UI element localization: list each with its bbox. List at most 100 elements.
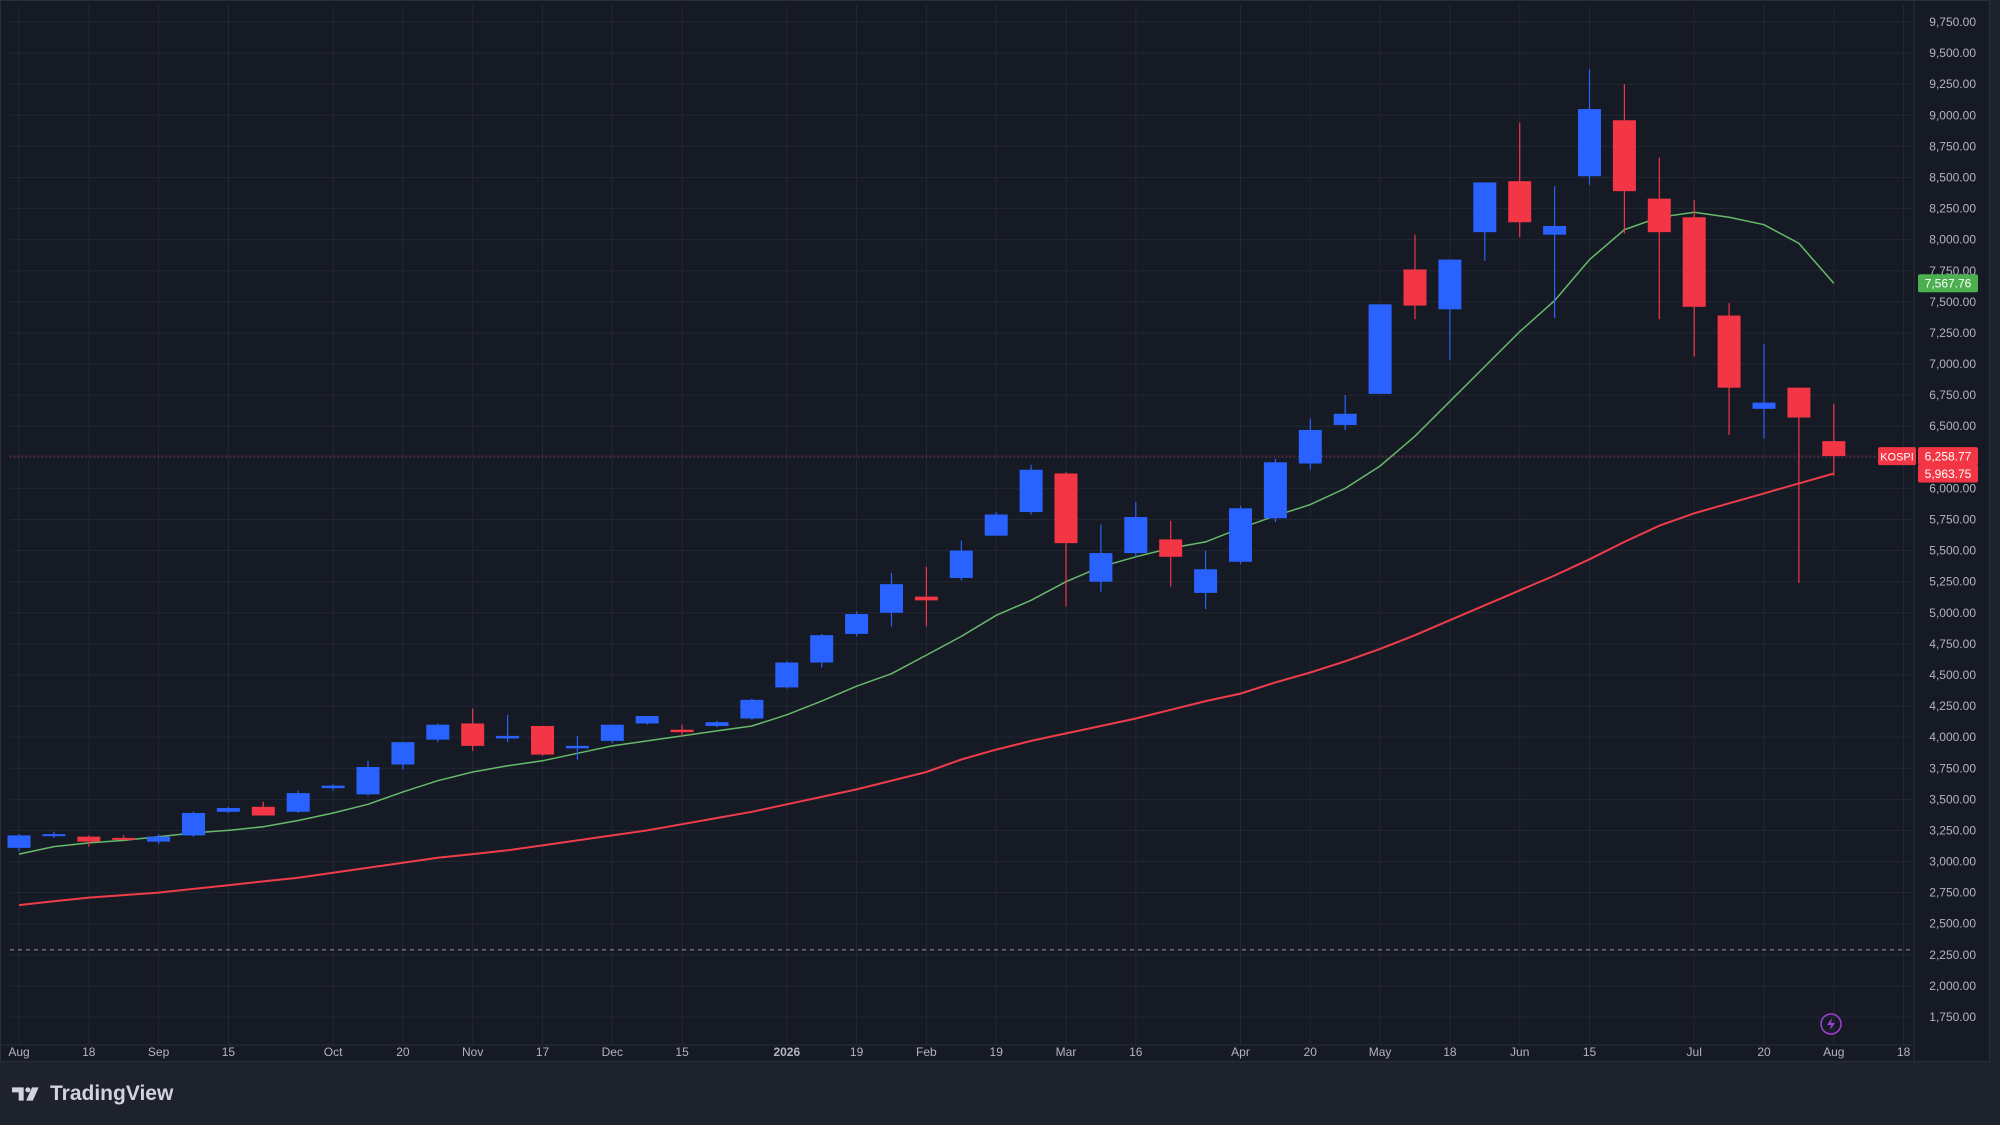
symbol-label-bg: [1878, 447, 1916, 466]
candle-body: [949, 550, 973, 578]
candle-body: [1438, 259, 1462, 310]
candle-body: [7, 835, 31, 848]
y-tick-label: 2,500.00: [1929, 917, 1976, 931]
y-tick-label: 3,250.00: [1929, 823, 1976, 837]
x-tick-label: May: [1369, 1045, 1392, 1059]
x-tick-label: 20: [1757, 1045, 1771, 1059]
y-tick-label: 3,500.00: [1929, 792, 1976, 806]
y-tick-label: 4,000.00: [1929, 730, 1976, 744]
x-tick-label: 2026: [773, 1045, 800, 1059]
x-tick-label: 15: [1583, 1045, 1597, 1059]
y-tick-label: 3,750.00: [1929, 761, 1976, 775]
candle-body: [391, 742, 415, 765]
candle-body: [1682, 217, 1706, 307]
ma-fast-price-badge: 7,567.76: [1925, 277, 1972, 291]
candle-body: [1612, 120, 1636, 192]
candle-body: [1543, 225, 1567, 235]
y-tick-label: 8,750.00: [1929, 139, 1976, 153]
y-tick-label: 1,750.00: [1929, 1010, 1976, 1024]
symbol-label: KOSPI: [1880, 452, 1914, 464]
y-tick-label: 5,000.00: [1929, 606, 1976, 620]
x-tick-label: 16: [1129, 1045, 1143, 1059]
candle-body: [77, 836, 101, 842]
candle-body: [496, 735, 520, 739]
y-tick-label: 4,750.00: [1929, 637, 1976, 651]
y-tick-label: 4,500.00: [1929, 668, 1976, 682]
x-tick-label: Apr: [1231, 1045, 1250, 1059]
x-tick-label: 19: [850, 1045, 864, 1059]
candlestick-chart[interactable]: 1,750.00 2,000.00 2,250.00 2,500.00 2,750.00…: [0, 0, 2000, 1062]
y-tick-label: 2,750.00: [1929, 886, 1976, 900]
candle-body: [600, 724, 624, 741]
x-tick-label: Oct: [324, 1045, 343, 1059]
candle-body: [670, 729, 694, 733]
y-tick-label: 9,000.00: [1929, 108, 1976, 122]
candle-body: [1787, 387, 1811, 418]
ma-slow-price-badge-bg: [1918, 464, 1978, 483]
candle-body: [286, 793, 310, 812]
x-tick-label: Aug: [8, 1045, 29, 1059]
y-tick-label: 8,000.00: [1929, 233, 1976, 247]
candle-body: [531, 725, 554, 755]
brand-label: TradingView: [50, 1082, 174, 1105]
x-tick-label: Jun: [1510, 1045, 1529, 1059]
x-tick-label: Nov: [462, 1045, 483, 1059]
x-tick-label: Mar: [1056, 1045, 1077, 1059]
candle-body: [112, 837, 136, 840]
y-tick-label: 3,000.00: [1929, 855, 1976, 869]
ma-slow-price-badge: 5,963.75: [1925, 467, 1972, 481]
candle-body: [1298, 429, 1322, 464]
candle-body: [1333, 413, 1357, 425]
candle-body: [845, 614, 869, 634]
x-tick-label: Feb: [916, 1045, 937, 1059]
x-tick-label: 20: [396, 1045, 410, 1059]
x-tick-label: 15: [222, 1045, 236, 1059]
candle-body: [1159, 539, 1183, 557]
lightning-bolt: [1827, 1018, 1835, 1030]
candle-body: [356, 767, 380, 795]
ma-fast-price-badge-bg: [1918, 274, 1978, 293]
footer-bar: [0, 1062, 2000, 1125]
candle-body: [1647, 198, 1671, 233]
candle-body: [1089, 553, 1113, 582]
last-price-badge: 6,258.77: [1925, 450, 1972, 464]
y-tick-label: 7,000.00: [1929, 357, 1976, 371]
y-tick-label: 5,500.00: [1929, 544, 1976, 558]
x-tick-label: 17: [536, 1045, 550, 1059]
candle-body: [565, 745, 589, 749]
y-tick-label: 2,000.00: [1929, 979, 1976, 993]
tradingview-logo-icon: [12, 1087, 39, 1101]
tradingview-brand[interactable]: TradingView: [12, 1082, 173, 1106]
y-tick-label: 7,500.00: [1929, 295, 1976, 309]
lightning-icon[interactable]: [1820, 1013, 1842, 1035]
candle-body: [1473, 182, 1497, 233]
y-tick-label: 6,500.00: [1929, 419, 1976, 433]
y-tick-label: 9,500.00: [1929, 46, 1976, 60]
candle-body: [1717, 315, 1741, 388]
y-tick-label: 5,750.00: [1929, 513, 1976, 527]
x-tick-label: 19: [990, 1045, 1004, 1059]
candle-body: [1578, 109, 1601, 177]
candle-body: [1194, 569, 1218, 593]
x-tick-label: 18: [1897, 1045, 1911, 1059]
y-tick-label: 6,750.00: [1929, 388, 1976, 402]
candle-body: [251, 806, 275, 816]
candle-body: [1368, 304, 1392, 394]
y-tick-label: 5,250.00: [1929, 575, 1976, 589]
candle-body: [461, 723, 485, 746]
candle-body: [1124, 517, 1148, 554]
last-price-badge-bg: [1918, 447, 1978, 466]
ma-slow-line: [18, 472, 1835, 907]
candle-body: [705, 722, 729, 726]
candle-body: [635, 716, 659, 724]
x-tick-label: 18: [82, 1045, 96, 1059]
candle-body: [914, 596, 938, 601]
x-tick-label: Aug: [1823, 1045, 1844, 1059]
candle-body: [984, 514, 1008, 536]
candle-body: [182, 813, 205, 836]
y-tick-label: 8,500.00: [1929, 170, 1976, 184]
candle-body: [1229, 508, 1252, 562]
candle-body: [1019, 469, 1043, 513]
x-tick-label: 18: [1443, 1045, 1457, 1059]
candle-body: [1752, 402, 1776, 409]
